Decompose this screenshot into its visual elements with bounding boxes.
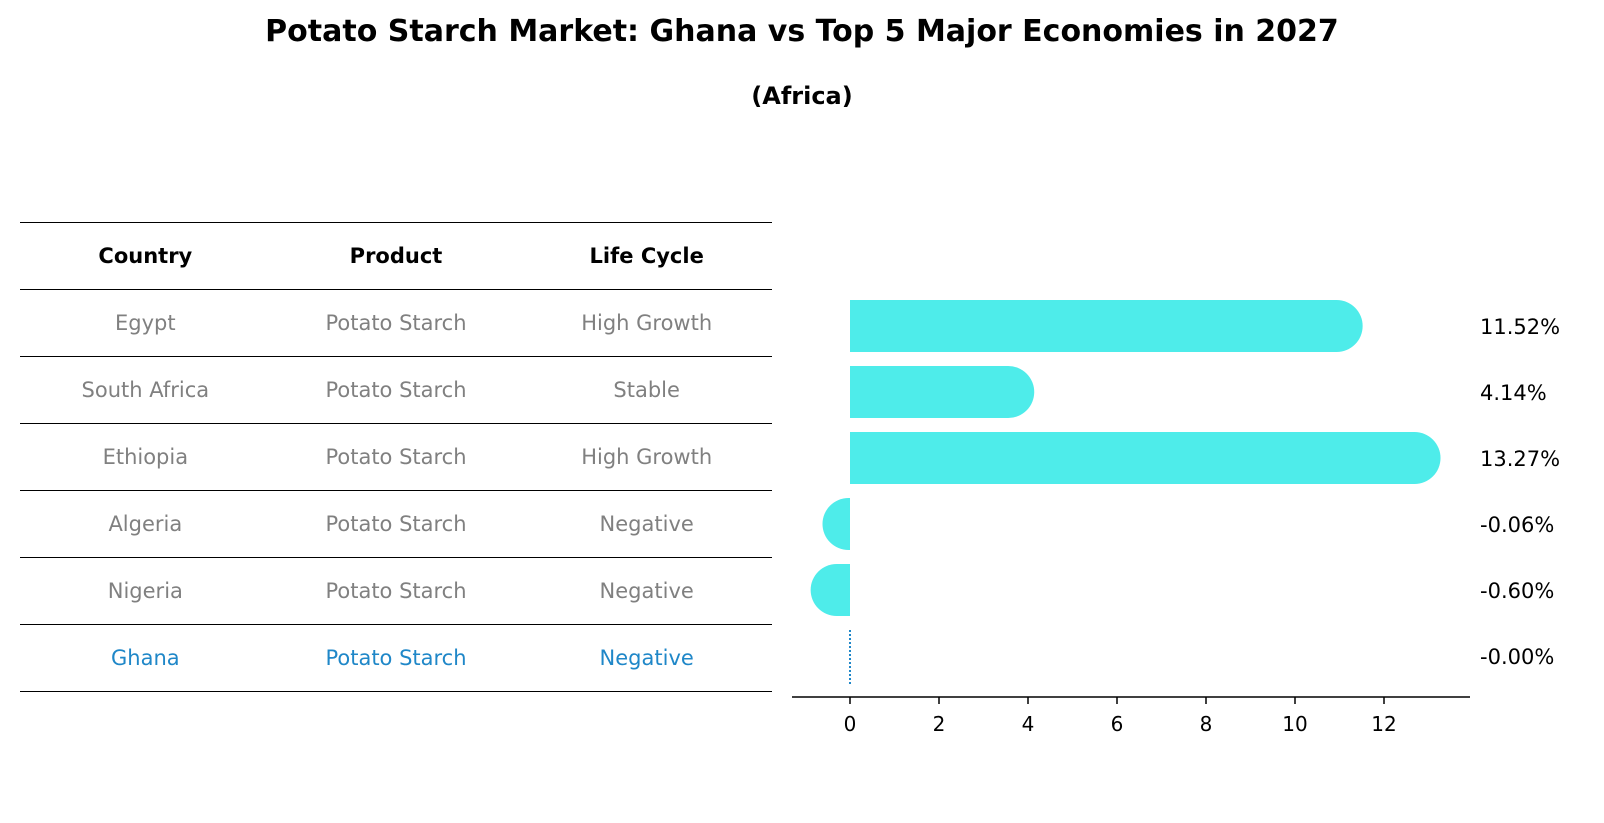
x-tick-label-8: 8 (1200, 712, 1213, 736)
value-label-1: 4.14% (1480, 381, 1547, 405)
cell-country: Ethiopia (102, 445, 189, 469)
table-header-row: Country Product Life Cycle (20, 222, 772, 289)
cell-product: Potato Starch (325, 311, 467, 335)
chart-subtitle: (Africa) (751, 82, 853, 110)
bar-4 (810, 564, 850, 616)
value-label-2: 13.27% (1480, 447, 1560, 471)
cell-product: Potato Starch (325, 646, 467, 670)
cell-country: South Africa (81, 378, 210, 402)
value-label-0: 11.52% (1480, 315, 1560, 339)
cell-country: Ghana (111, 646, 180, 670)
bar-3 (822, 498, 850, 550)
table-row: South Africa Potato Starch Stable (20, 356, 772, 423)
table-row-highlighted: Ghana Potato Starch Negative (20, 624, 772, 692)
table-row: Algeria Potato Starch Negative (20, 490, 772, 557)
value-label-5: -0.00% (1480, 645, 1554, 669)
x-tick-label-2: 2 (933, 712, 946, 736)
cell-life-cycle: High Growth (581, 311, 713, 335)
chart-title: Potato Starch Market: Ghana vs Top 5 Maj… (265, 14, 1339, 49)
table-row: Ethiopia Potato Starch High Growth (20, 423, 772, 490)
bar-2 (850, 432, 1441, 484)
cell-country: Egypt (115, 311, 176, 335)
cell-life-cycle: Negative (599, 512, 694, 536)
header-life-cycle: Life Cycle (589, 244, 704, 268)
header-country: Country (98, 244, 193, 268)
x-tick-label-10: 10 (1282, 712, 1307, 736)
cell-product: Potato Starch (325, 579, 467, 603)
table-row: Nigeria Potato Starch Negative (20, 557, 772, 624)
bar-0 (850, 300, 1363, 352)
cell-product: Potato Starch (325, 445, 467, 469)
x-tick-label-4: 4 (1022, 712, 1035, 736)
bar-1 (850, 366, 1035, 418)
cell-life-cycle: Negative (599, 579, 694, 603)
cell-product: Potato Starch (325, 378, 467, 402)
cell-product: Potato Starch (325, 512, 467, 536)
value-label-4: -0.60% (1480, 579, 1554, 603)
x-tick-label-0: 0 (844, 712, 857, 736)
cell-country: Nigeria (107, 579, 183, 603)
cell-life-cycle: Stable (613, 378, 680, 402)
x-tick-label-6: 6 (1111, 712, 1124, 736)
cell-life-cycle: High Growth (581, 445, 713, 469)
table-row: Egypt Potato Starch High Growth (20, 289, 772, 356)
cell-life-cycle: Negative (599, 646, 694, 670)
cell-country: Algeria (108, 512, 183, 536)
x-tick-label-12: 12 (1371, 712, 1396, 736)
country-table: Country Product Life Cycle Egypt Potato … (20, 222, 772, 692)
header-product: Product (349, 244, 443, 268)
value-label-3: -0.06% (1480, 513, 1554, 537)
